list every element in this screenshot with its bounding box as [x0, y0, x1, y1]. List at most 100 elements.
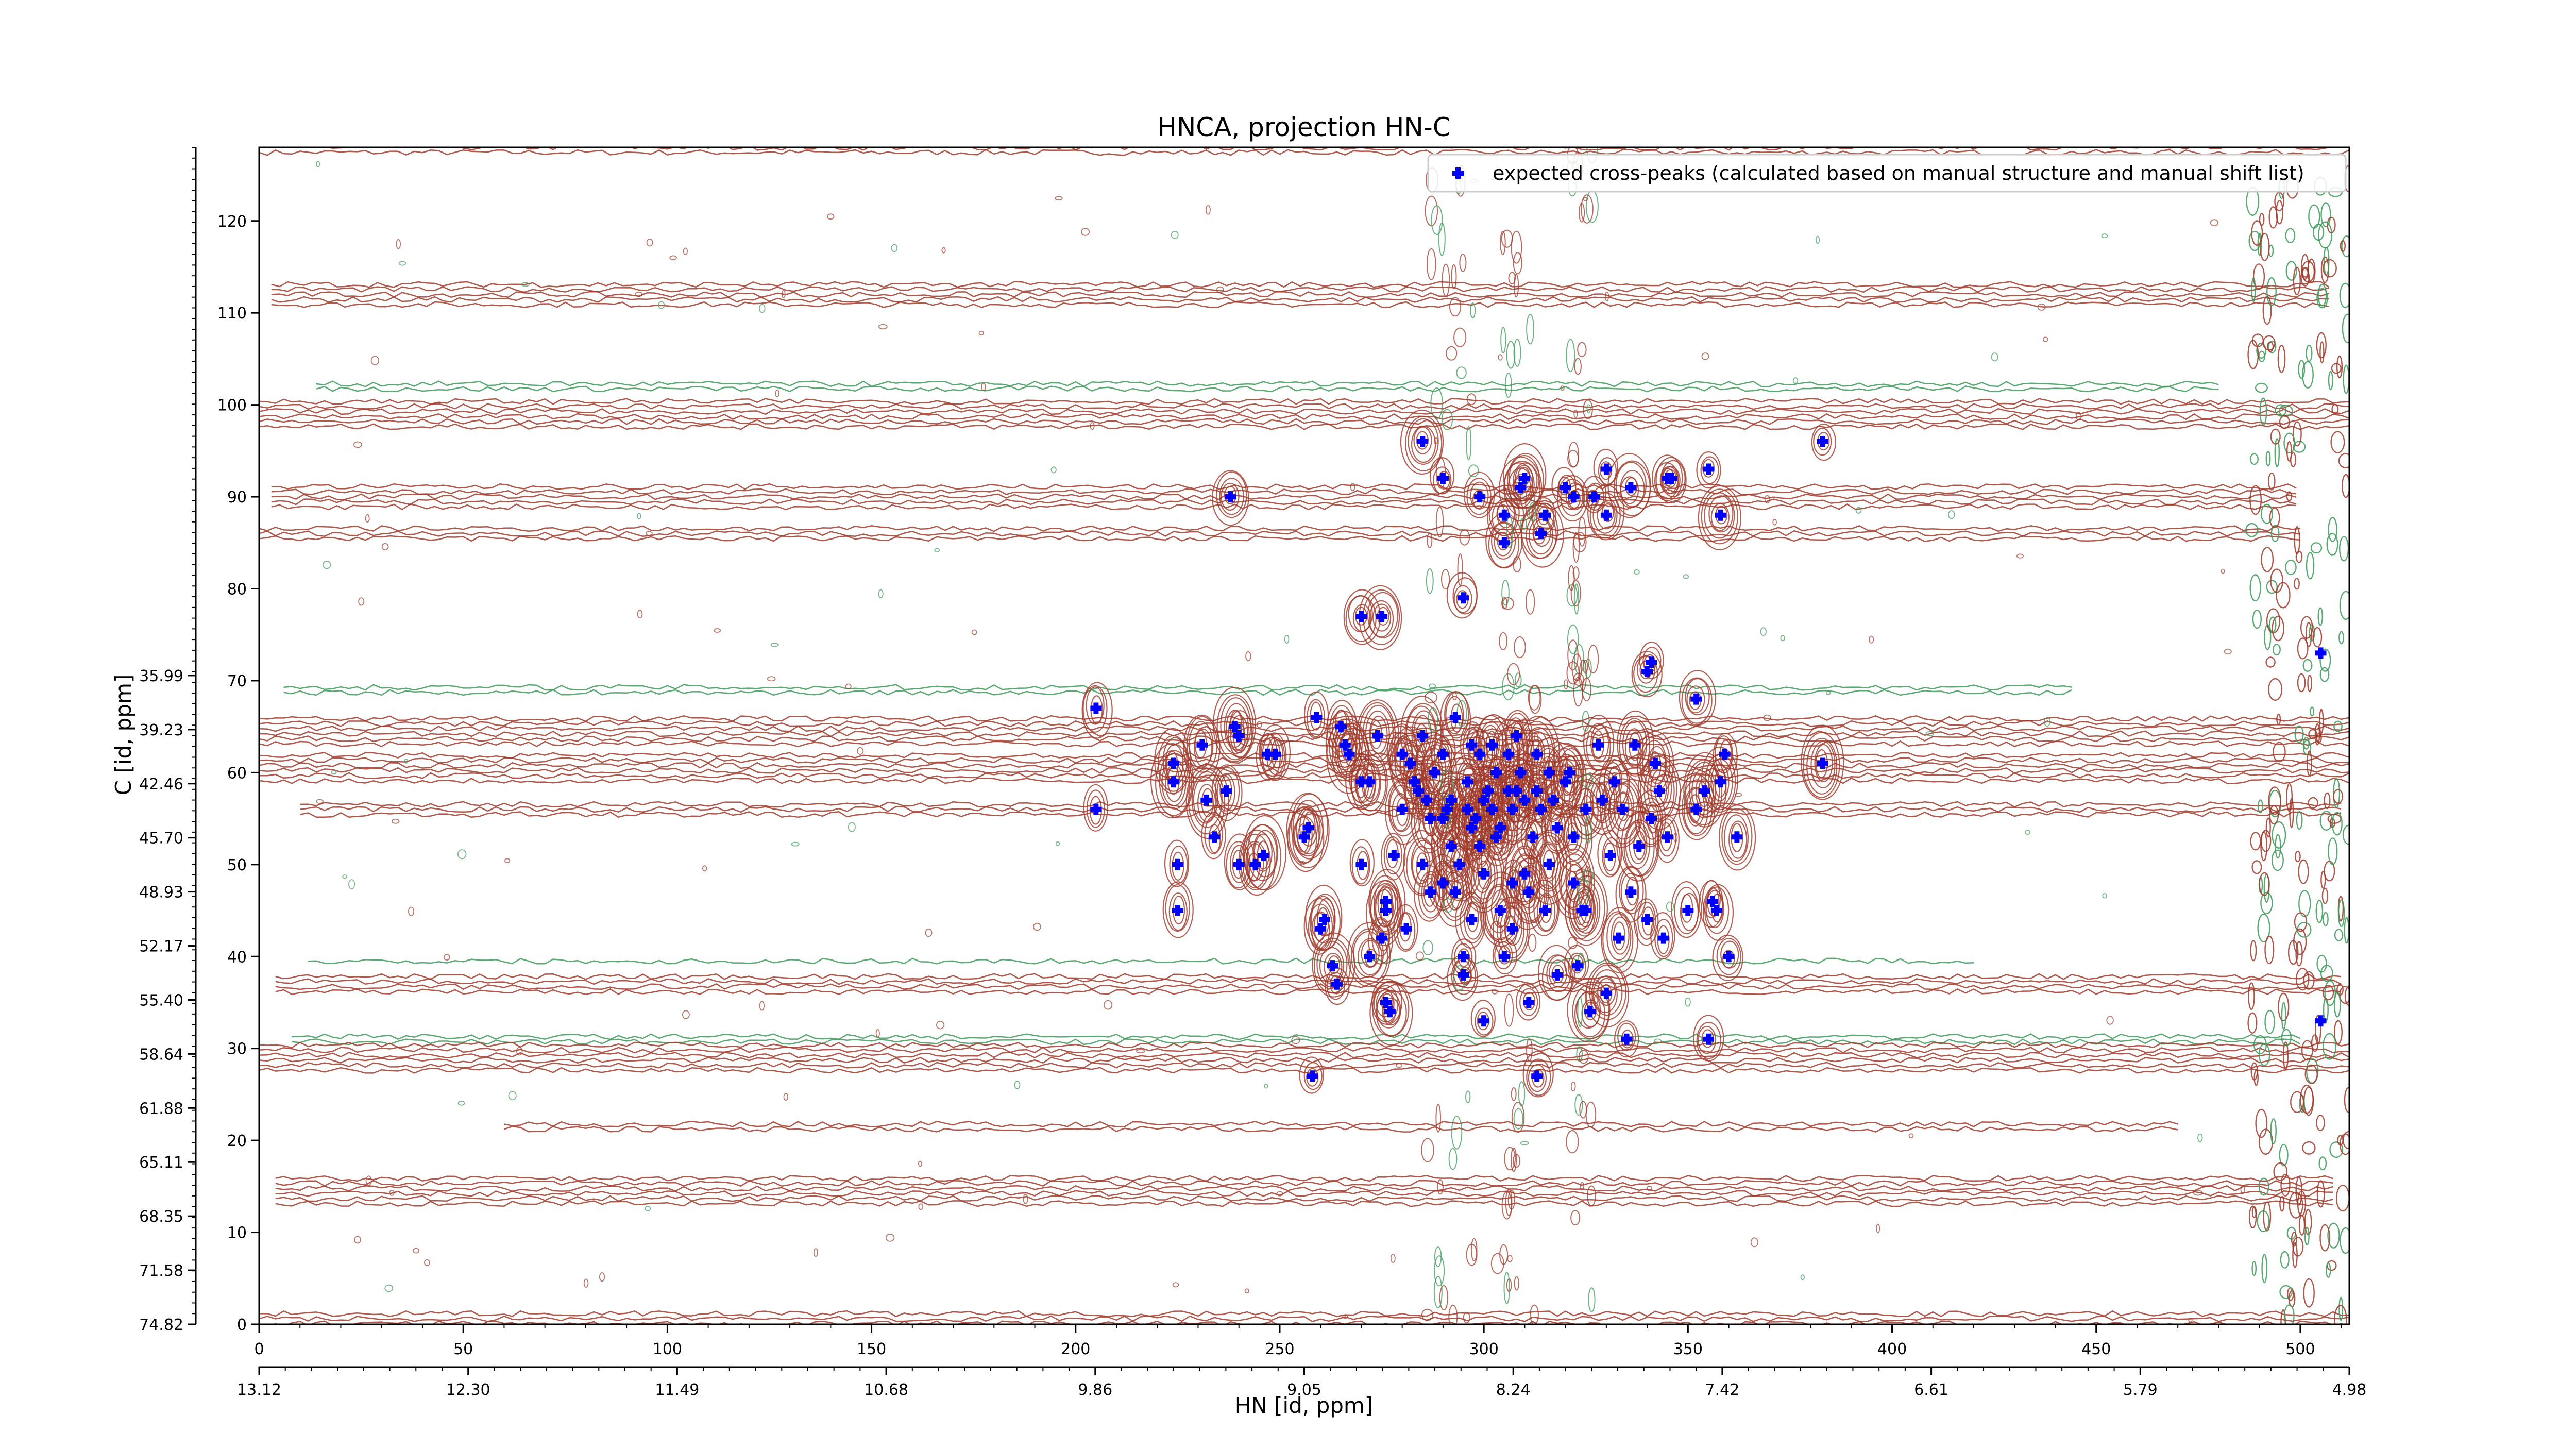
peak-contour	[1533, 884, 1558, 932]
edge-noise-contour	[2272, 615, 2284, 642]
cross-peak-marker	[1690, 803, 1702, 815]
peak-contour	[1437, 742, 1450, 771]
scatter-contour	[1342, 1315, 1348, 1319]
peak-contour	[1602, 911, 1634, 968]
peak-contour	[1466, 478, 1492, 515]
peak-contour	[1316, 941, 1348, 988]
peak-contour	[1814, 744, 1833, 783]
noise-contour	[1437, 1179, 1444, 1195]
peak-contour	[1572, 779, 1603, 836]
edge-noise-contour	[2262, 296, 2272, 325]
cross-peak-marker	[1298, 831, 1310, 843]
peak-contour	[1698, 485, 1741, 551]
edge-noise-contour	[2280, 1173, 2291, 1197]
edge-noise-contour	[2326, 1262, 2331, 1278]
y-tick-label: 20	[227, 1132, 247, 1150]
peak-contour	[1504, 907, 1523, 946]
cross-peak-marker	[1400, 923, 1412, 935]
peak-contour	[1492, 937, 1517, 974]
edge-noise-contour	[2302, 739, 2312, 755]
edge-noise-contour	[2318, 221, 2333, 249]
cross-peak-marker	[1376, 611, 1388, 622]
contour-band	[259, 777, 2349, 784]
edge-noise-contour	[2283, 1304, 2295, 1324]
peak-contour	[1526, 1058, 1551, 1096]
cross-peak-marker	[1478, 868, 1490, 880]
cross-peak-marker	[1167, 757, 1179, 769]
peak-contour	[1803, 732, 1840, 798]
cross-peak-marker	[1380, 896, 1392, 907]
scatter-contour	[408, 906, 415, 917]
contour-band	[271, 301, 2329, 308]
peak-contour	[1368, 869, 1406, 935]
edge-noise-contour	[2344, 917, 2349, 944]
peak-contour	[1652, 454, 1683, 501]
scatter-contour	[1081, 228, 1090, 236]
edge-noise-contour	[2255, 382, 2268, 393]
edge-noise-contour	[2335, 1185, 2349, 1212]
peak-contour	[1642, 801, 1662, 840]
scatter-contour	[1171, 230, 1179, 239]
scatter-contour	[1570, 1081, 1576, 1092]
edge-noise-contour	[2250, 940, 2257, 962]
cross-peak-marker	[1380, 905, 1392, 916]
cross-peak-marker	[1498, 951, 1510, 963]
cross-peak-marker	[1719, 748, 1731, 760]
scatter-contour	[1050, 466, 1057, 474]
edge-noise-contour	[2307, 675, 2312, 692]
scatter-contour	[1172, 1282, 1179, 1288]
y-ppm-tick-label: 45.70	[139, 830, 183, 848]
noise-contour	[1513, 252, 1522, 275]
scatter-contour	[457, 1101, 465, 1106]
scatter-contour	[891, 244, 898, 252]
cross-peak-marker	[1498, 509, 1510, 521]
cross-peak-marker	[2315, 1015, 2327, 1027]
peak-contour	[1204, 816, 1223, 854]
peak-contour	[1470, 852, 1496, 900]
edge-noise-contour	[2319, 648, 2331, 672]
peak-contour	[1704, 492, 1735, 539]
cross-peak-marker	[1396, 748, 1408, 760]
peak-contour	[1641, 739, 1667, 787]
edge-noise-contour	[2264, 1009, 2275, 1034]
peak-contour	[1252, 830, 1278, 878]
edge-noise-contour	[2302, 659, 2313, 672]
scatter-contour	[1023, 1193, 1028, 1204]
edge-noise-contour	[2334, 1305, 2347, 1324]
edge-noise-contour	[2304, 1209, 2312, 1236]
noise-contour	[1572, 532, 1580, 563]
edge-noise-contour	[2316, 332, 2327, 359]
scatter-contour	[413, 1248, 419, 1254]
peak-contour	[1393, 904, 1418, 952]
cross-peak-marker	[1200, 794, 1212, 806]
cross-peak-marker	[1531, 748, 1543, 760]
edge-noise-contour	[2324, 980, 2336, 1006]
x-tick-label: 250	[1265, 1340, 1294, 1358]
cross-peak-marker	[1715, 776, 1726, 788]
peak-contour	[1488, 490, 1520, 536]
edge-noise-contour	[2333, 789, 2344, 804]
scatter-contour	[504, 858, 511, 863]
x-ppm-tick-label: 4.98	[2332, 1381, 2367, 1399]
y-ppm-tick-label: 35.99	[139, 667, 183, 685]
noise-contour	[1490, 1253, 1504, 1274]
cross-peak-marker	[1486, 739, 1498, 751]
noise-contour	[1574, 358, 1582, 375]
noise-contour	[1448, 1148, 1458, 1170]
y-tick-label: 80	[227, 581, 247, 599]
x-axis: 0 50 100 150 200 250 300 350 400 450 500	[254, 1324, 2342, 1358]
contour-band	[275, 973, 2342, 980]
edge-noise-contour	[2291, 1232, 2297, 1247]
scatter-contour	[398, 261, 406, 266]
peak-contour	[1082, 685, 1108, 733]
noise-contour	[1576, 1046, 1583, 1062]
cross-peak-marker	[1817, 436, 1828, 447]
peak-contour	[1338, 734, 1358, 772]
peak-contour	[1165, 884, 1190, 932]
peak-contour	[1224, 703, 1249, 751]
scatter-contour	[637, 610, 643, 618]
scatter-contour	[396, 239, 401, 249]
scatter-contour	[1685, 997, 1691, 1007]
noise-contour	[1570, 580, 1581, 606]
noise-contour	[1451, 1116, 1463, 1150]
